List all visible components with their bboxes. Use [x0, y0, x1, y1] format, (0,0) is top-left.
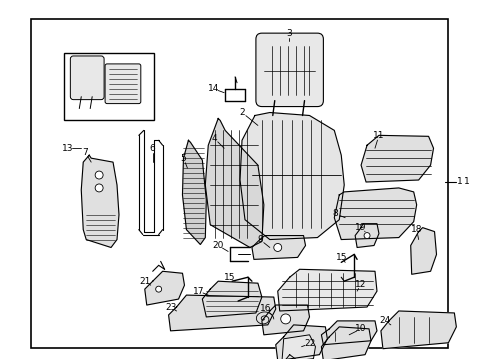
Bar — [31, 19, 447, 348]
Text: 3: 3 — [285, 29, 291, 38]
Text: 22: 22 — [303, 339, 314, 348]
Text: 1: 1 — [456, 177, 462, 186]
Text: 21: 21 — [139, 277, 150, 286]
Polygon shape — [321, 321, 376, 345]
Circle shape — [95, 184, 103, 192]
Polygon shape — [262, 305, 309, 335]
Circle shape — [280, 314, 290, 324]
Text: 24: 24 — [379, 316, 390, 325]
Text: 10: 10 — [355, 324, 366, 333]
Text: 13: 13 — [61, 144, 73, 153]
Text: 12: 12 — [355, 280, 366, 289]
Polygon shape — [205, 118, 264, 247]
Polygon shape — [240, 113, 344, 239]
Polygon shape — [360, 135, 433, 182]
Circle shape — [155, 286, 162, 292]
Text: 2: 2 — [239, 108, 244, 117]
Text: 19: 19 — [355, 223, 366, 232]
Text: 15: 15 — [335, 253, 346, 262]
Text: 23: 23 — [164, 302, 176, 311]
Bar — [64, 53, 153, 121]
Text: 6: 6 — [149, 144, 155, 153]
Polygon shape — [81, 155, 119, 247]
Polygon shape — [251, 235, 305, 260]
Polygon shape — [334, 188, 416, 239]
Polygon shape — [410, 228, 436, 274]
Text: 16: 16 — [260, 305, 271, 314]
Text: 11: 11 — [372, 131, 384, 140]
Text: 4: 4 — [211, 134, 217, 143]
Polygon shape — [182, 140, 206, 244]
Text: 15: 15 — [224, 273, 235, 282]
Polygon shape — [144, 271, 184, 305]
Text: 5: 5 — [180, 154, 186, 163]
Text: 9: 9 — [257, 235, 262, 244]
FancyBboxPatch shape — [255, 33, 323, 107]
Polygon shape — [354, 224, 378, 247]
Text: 8: 8 — [332, 209, 338, 218]
Text: 18: 18 — [410, 225, 422, 234]
Circle shape — [273, 243, 281, 251]
Text: 20: 20 — [212, 241, 224, 250]
Polygon shape — [321, 327, 370, 360]
Text: 14: 14 — [207, 84, 219, 93]
Text: 7: 7 — [82, 148, 88, 157]
Polygon shape — [380, 311, 455, 349]
Text: 1: 1 — [463, 177, 469, 186]
Polygon shape — [275, 325, 326, 360]
Polygon shape — [202, 281, 262, 317]
FancyBboxPatch shape — [70, 56, 104, 100]
Text: 17: 17 — [192, 287, 203, 296]
Polygon shape — [281, 335, 315, 360]
Polygon shape — [168, 295, 275, 331]
FancyBboxPatch shape — [105, 64, 141, 104]
Polygon shape — [277, 269, 376, 311]
Circle shape — [95, 171, 103, 179]
Circle shape — [364, 233, 369, 239]
